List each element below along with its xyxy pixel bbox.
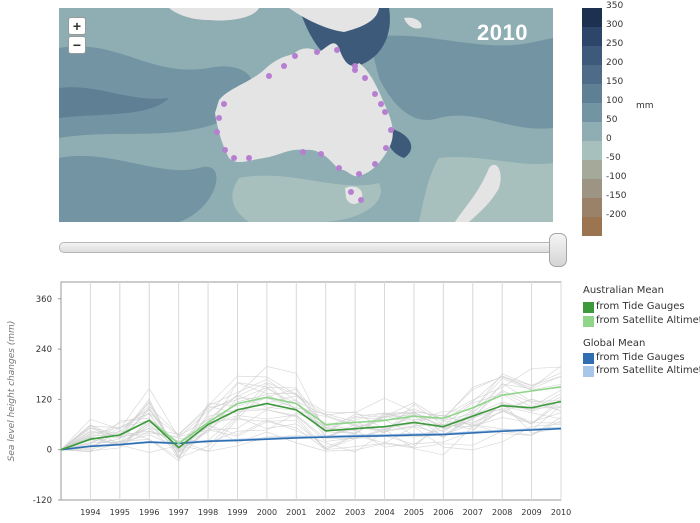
y-tick-label: 0 xyxy=(47,446,52,456)
x-tick-label: 2010 xyxy=(551,508,571,517)
legend-australian-sat-swatch xyxy=(583,316,594,327)
legend-australian-tide-swatch xyxy=(583,302,594,313)
color-scale-swatch xyxy=(582,65,602,84)
color-scale-label: 200 xyxy=(606,58,624,68)
x-tick-label: 1999 xyxy=(227,508,247,517)
island-landmass xyxy=(404,17,422,29)
legend-australian-sat-label: from Satellite Altimeter xyxy=(596,315,700,326)
anomaly-region xyxy=(387,128,412,158)
color-scale-label: 250 xyxy=(606,39,624,49)
color-scale-label: -200 xyxy=(606,210,627,220)
y-tick-label: 240 xyxy=(36,345,52,355)
x-tick-label: 2009 xyxy=(521,508,541,517)
map-year-label: 2010 xyxy=(477,20,528,45)
anomaly-region xyxy=(59,155,217,222)
station-trace-line xyxy=(60,399,562,453)
color-scale-label: -100 xyxy=(606,172,627,182)
color-scale-label: 100 xyxy=(606,96,624,106)
x-tick-label: 1994 xyxy=(80,508,100,517)
y-tick-label: 120 xyxy=(36,395,52,405)
station-trace-line xyxy=(60,405,562,450)
station-trace-line xyxy=(60,375,562,460)
y-axis-label: Sea level height changes (mm) xyxy=(7,321,17,462)
station-trace-line xyxy=(60,365,562,451)
anomaly-region xyxy=(59,87,169,118)
y-tick-label: -120 xyxy=(33,496,52,506)
color-scale-label: -150 xyxy=(606,191,627,201)
x-tick-label: 1997 xyxy=(168,508,188,517)
station-trace-line xyxy=(60,375,562,459)
year-slider-handle[interactable] xyxy=(549,233,567,267)
tide-gauge-stations xyxy=(214,47,394,203)
x-tick-label: 2001 xyxy=(286,508,306,517)
station-trace-line xyxy=(60,366,562,450)
legend-global-tide-swatch xyxy=(583,353,594,364)
color-scale xyxy=(582,8,602,236)
legend-global-tide-label: from Tide Gauges xyxy=(596,352,685,363)
australia-landmass xyxy=(215,43,393,177)
color-scale-label: 0 xyxy=(606,134,612,144)
plot-frame xyxy=(60,281,562,501)
color-scale-swatch xyxy=(582,217,602,236)
station-trace-line xyxy=(60,375,562,459)
color-scale-label: 150 xyxy=(606,77,624,87)
x-tick-label: 1998 xyxy=(198,508,218,517)
x-tick-label: 2004 xyxy=(374,508,394,517)
color-scale-label: -50 xyxy=(606,153,621,163)
station-trace-line xyxy=(60,419,562,462)
color-scale-swatch xyxy=(582,8,602,27)
color-scale-swatch xyxy=(582,27,602,46)
series-global-tide-line xyxy=(60,427,562,451)
y-tick-label: 360 xyxy=(36,295,52,305)
legend-global-sat-swatch xyxy=(583,366,594,377)
station-trace-line xyxy=(60,401,562,459)
x-tick-label: 2008 xyxy=(492,508,512,517)
sea-level-map[interactable] xyxy=(59,8,553,222)
zoom-out-button[interactable]: − xyxy=(68,36,86,54)
x-tick-label: 1996 xyxy=(139,508,159,517)
station-trace-line xyxy=(60,402,562,451)
color-scale-label: 350 xyxy=(606,1,624,11)
legend-global-title: Global Mean xyxy=(583,338,646,349)
new-guinea-landmass xyxy=(289,8,379,32)
anomaly-region xyxy=(369,35,553,129)
color-scale-label: 300 xyxy=(606,20,624,30)
island-landmass xyxy=(169,8,259,21)
anomaly-region xyxy=(59,46,254,138)
x-tick-label: 2006 xyxy=(433,508,453,517)
color-scale-swatch xyxy=(582,179,602,198)
x-tick-label: 2005 xyxy=(404,508,424,517)
color-scale-swatch xyxy=(582,198,602,217)
legend-australian-tide-label: from Tide Gauges xyxy=(596,301,685,312)
color-scale-swatch xyxy=(582,103,602,122)
color-scale-swatch xyxy=(582,160,602,179)
station-trace-line xyxy=(60,372,562,451)
x-tick-label: 2007 xyxy=(463,508,483,517)
color-scale-label: 50 xyxy=(606,115,618,125)
zoom-in-button[interactable]: + xyxy=(68,17,86,35)
x-tick-label: 2002 xyxy=(316,508,336,517)
legend-global-sat-label: from Satellite Altimeter xyxy=(596,365,700,376)
station-trace-line xyxy=(60,378,562,452)
x-tick-label: 1995 xyxy=(110,508,130,517)
new-zealand-landmass xyxy=(455,164,501,222)
color-scale-swatch xyxy=(582,141,602,160)
map-canvas[interactable] xyxy=(59,8,553,222)
year-slider-track[interactable] xyxy=(59,242,567,253)
color-scale-swatch xyxy=(582,122,602,141)
anomaly-region xyxy=(232,175,381,222)
station-trace-line xyxy=(60,405,562,454)
station-trace-line xyxy=(60,416,562,453)
sea-level-chart: 360 240 120 0 -120 1994 1995 1996 1997 1998 1999 20… xyxy=(7,281,571,517)
x-tick-label: 2000 xyxy=(257,508,277,517)
series-australian-tide-line xyxy=(60,400,562,451)
color-scale-swatch xyxy=(582,46,602,65)
legend-australian-title: Australian Mean xyxy=(583,285,664,296)
x-tick-label: 2003 xyxy=(345,508,365,517)
color-scale-swatch xyxy=(582,84,602,103)
color-scale-unit: mm xyxy=(636,101,654,111)
